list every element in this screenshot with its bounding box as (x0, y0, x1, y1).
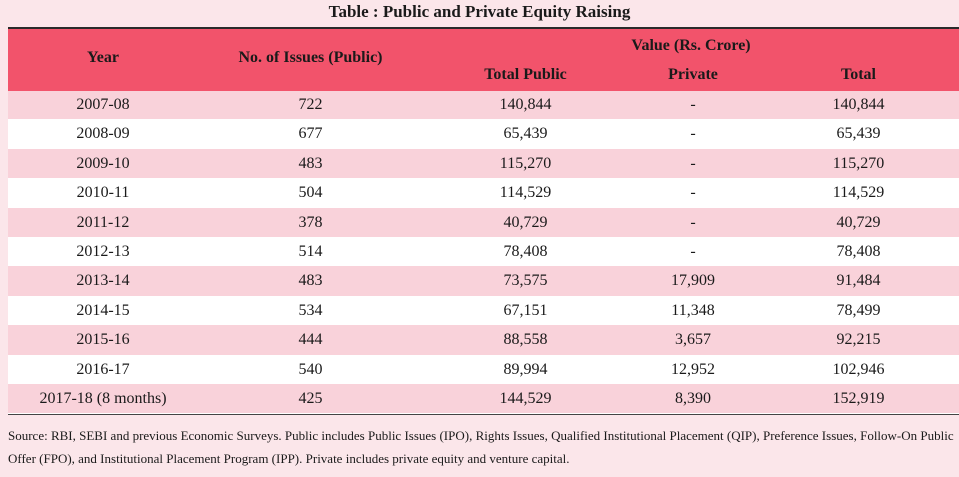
header-total-public: Total Public (484, 66, 567, 83)
table-row: 2012-13 514 78,408 - 78,408 (8, 237, 959, 268)
cell-total-public: 78,408 (503, 242, 548, 260)
cell-total-public: 88,558 (503, 331, 548, 349)
cell-total-public: 140,844 (499, 96, 552, 113)
cell-year: 2015-16 (76, 331, 130, 349)
cell-private: - (690, 184, 696, 202)
cell-private: - (690, 125, 696, 143)
table-row: 2016-17 540 89,994 12,952 102,946 (8, 355, 959, 385)
cell-private: 12,952 (671, 360, 715, 378)
table-row: 2014-15 534 67,151 11,348 78,499 (8, 296, 959, 327)
cell-private: - (690, 154, 696, 172)
cell-issues: 534 (298, 301, 323, 319)
cell-private: - (690, 213, 696, 231)
cell-total: 114,529 (832, 184, 885, 202)
table-row: 2008-09 677 65,439 - 65,439 (8, 120, 959, 150)
table-row: 2017-18 (8 months) 425 144,529 8,390 152,919 (8, 384, 959, 415)
cell-year: 2009-10 (76, 154, 130, 172)
cell-year: 2016-17 (76, 360, 130, 378)
cell-total-public: 114,529 (499, 184, 552, 202)
table-bottom-rule (8, 414, 959, 415)
cell-total: 91,484 (836, 272, 881, 290)
cell-year: 2012-13 (76, 242, 130, 260)
cell-total-public: 89,994 (503, 360, 548, 378)
cell-issues: 425 (298, 389, 323, 407)
cell-total-public: 115,270 (499, 154, 552, 172)
table-row: 2007-08 722 140,844 - 140,844 (8, 91, 959, 121)
cell-issues: 722 (298, 96, 323, 113)
cell-total: 78,499 (836, 301, 881, 319)
cell-issues: 514 (298, 242, 323, 260)
cell-issues: 444 (298, 331, 323, 349)
cell-year: 2011-12 (76, 213, 130, 231)
table-title: Table : Public and Private Equity Raisin… (328, 2, 631, 21)
cell-total: 78,408 (836, 242, 881, 260)
header-private: Private (668, 66, 718, 83)
header-total: Total (841, 66, 876, 83)
cell-total: 102,946 (832, 360, 885, 378)
cell-total: 92,215 (836, 331, 881, 349)
cell-total: 115,270 (832, 154, 885, 172)
cell-private: 3,657 (675, 331, 711, 349)
cell-private: - (690, 242, 696, 260)
table-row: 2013-14 483 73,575 17,909 91,484 (8, 267, 959, 297)
table-header: Year No. of Issues (Public) Value (Rs. C… (8, 29, 959, 91)
cell-issues: 483 (298, 154, 323, 172)
cell-total: 40,729 (836, 213, 881, 231)
table-body: 2007-08 722 140,844 - 140,844 2008-09 677 65,43… (8, 91, 959, 415)
cell-year: 2014-15 (76, 301, 130, 319)
table-row: 2010-11 504 114,529 - 114,529 (8, 179, 959, 209)
cell-private: 17,909 (671, 272, 715, 290)
header-value: Value (Rs. Crore) (631, 37, 751, 54)
cell-private: - (690, 96, 696, 113)
header-year: Year (87, 49, 119, 66)
source-note: Source: RBI, SEBI and previous Economic … (8, 428, 954, 466)
cell-year: 2013-14 (76, 272, 130, 290)
header-issues: No. of Issues (Public) (238, 49, 383, 66)
cell-year: 2007-08 (76, 96, 130, 113)
cell-issues: 504 (298, 184, 323, 202)
cell-total-public: 40,729 (503, 213, 548, 231)
cell-issues: 540 (298, 360, 323, 378)
cell-total: 152,919 (832, 389, 885, 407)
cell-total-public: 73,575 (503, 272, 548, 290)
table-row: 2015-16 444 88,558 3,657 92,215 (8, 326, 959, 356)
cell-total: 65,439 (836, 125, 881, 143)
cell-issues: 677 (298, 125, 323, 143)
cell-issues: 378 (298, 213, 323, 231)
table-row: 2011-12 378 40,729 - 40,729 (8, 208, 959, 238)
cell-total: 140,844 (832, 96, 885, 113)
cell-private: 8,390 (675, 389, 711, 407)
cell-private: 11,348 (671, 301, 715, 319)
title-rule (8, 27, 959, 29)
cell-year: 2010-11 (76, 184, 130, 202)
cell-total-public: 65,439 (503, 125, 548, 143)
table-row: 2009-10 483 115,270 - 115,270 (8, 149, 959, 180)
cell-year: 2008-09 (76, 125, 130, 143)
cell-total-public: 144,529 (499, 389, 552, 407)
cell-year: 2017-18 (8 months) (39, 389, 167, 407)
cell-total-public: 67,151 (503, 301, 548, 319)
cell-issues: 483 (298, 272, 323, 290)
